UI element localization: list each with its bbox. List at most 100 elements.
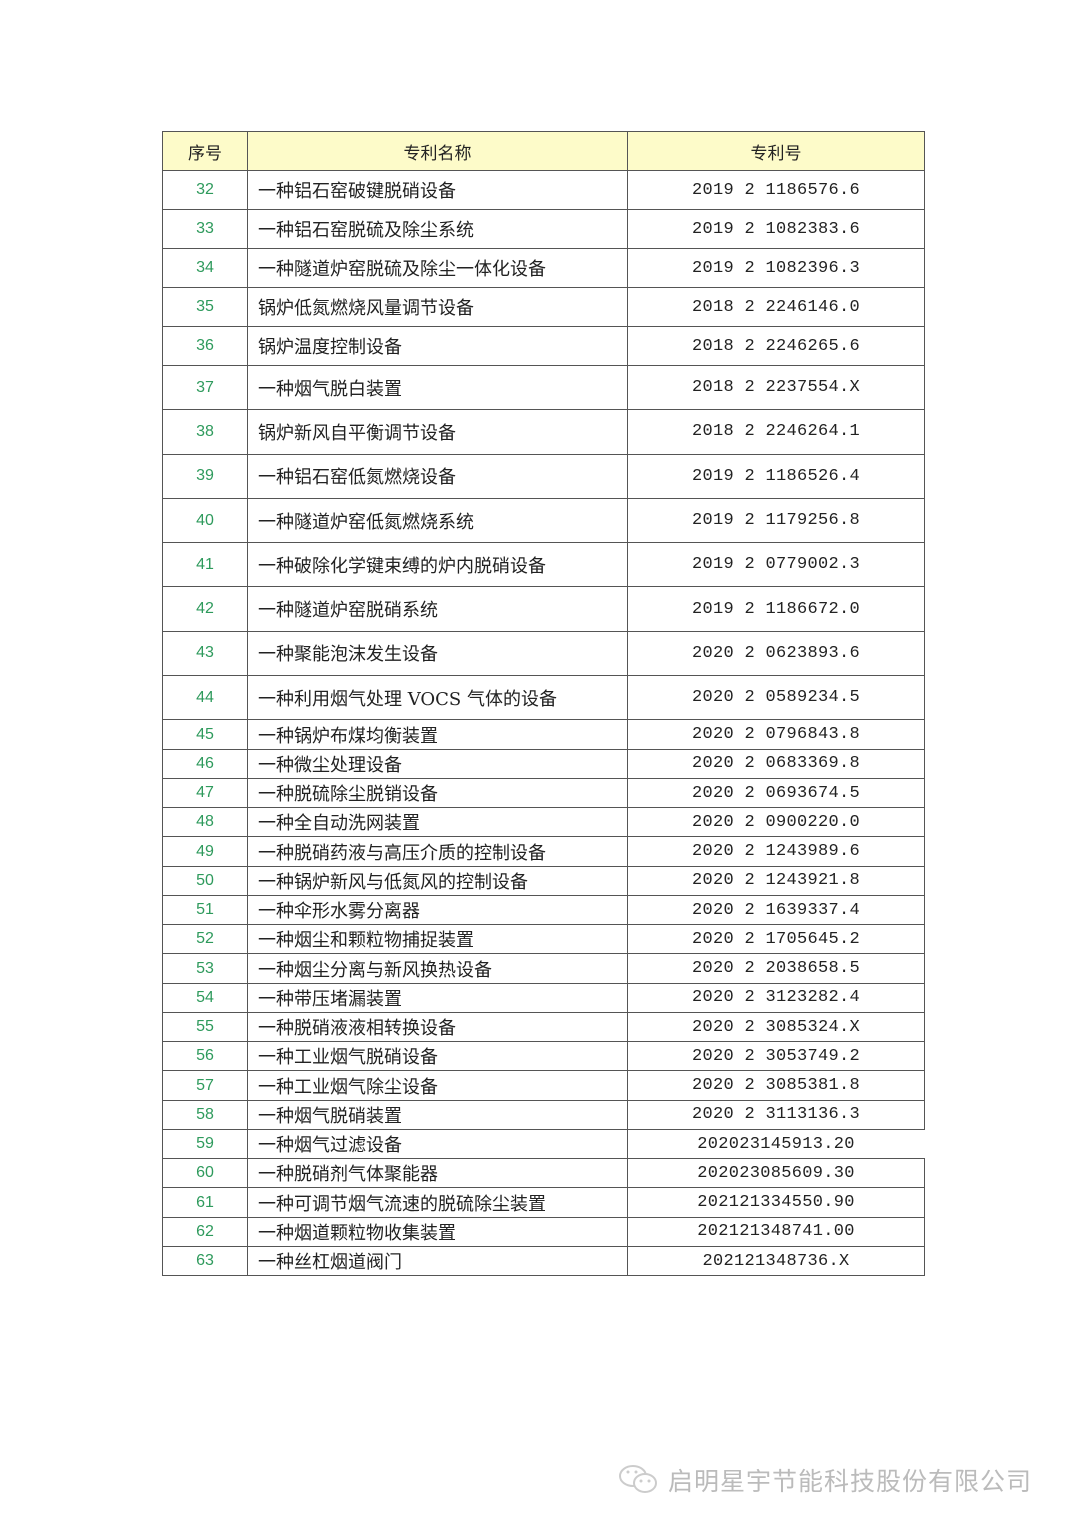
table-body: 32 一种铝石窑破键脱硝设备 2019 2 1186576.6 33 一种铝石窑脱硫及除… <box>162 170 925 1277</box>
patent-number: 2020 2 0589234.5 <box>627 675 925 721</box>
table-row: 51 一种伞形水雾分离器 2020 2 1639337.4 <box>162 894 925 926</box>
patent-name: 一种锅炉新风与低氮风的控制设备 <box>247 865 628 896</box>
patent-number: 2020 2 0900220.0 <box>627 807 925 838</box>
patent-name: 一种利用烟气处理 VOCS 气体的设备 <box>247 675 628 721</box>
patent-number: 2019 2 1082396.3 <box>627 248 925 288</box>
row-index: 48 <box>162 807 248 838</box>
table-row: 59 一种烟气过滤设备 202023145913.20 <box>162 1128 925 1160</box>
table-row: 32 一种铝石窑破键脱硝设备 2019 2 1186576.6 <box>162 170 925 210</box>
watermark: 启明星宇节能科技股份有限公司 <box>618 1462 1032 1498</box>
patent-number: 202121348741.00 <box>627 1216 925 1247</box>
table-row: 38 锅炉新风自平衡调节设备 2018 2 2246264.1 <box>162 409 925 455</box>
patent-number: 2019 2 1186576.6 <box>627 170 925 210</box>
patent-table: 序号 专利名称 专利号 32 一种铝石窑破键脱硝设备 2019 2 1186576.… <box>162 131 925 1277</box>
patent-name: 一种工业烟气除尘设备 <box>247 1070 628 1101</box>
table-header-row: 序号 专利名称 专利号 <box>162 131 925 171</box>
row-index: 49 <box>162 836 248 867</box>
patent-name: 一种工业烟气脱硝设备 <box>247 1041 628 1072</box>
row-index: 44 <box>162 675 248 721</box>
patent-name: 一种丝杠烟道阀门 <box>247 1245 628 1277</box>
header-index: 序号 <box>162 131 248 171</box>
row-index: 38 <box>162 409 248 455</box>
table-row: 46 一种微尘处理设备 2020 2 0683369.8 <box>162 748 925 779</box>
patent-number: 2018 2 2237554.X <box>627 364 925 411</box>
row-index: 33 <box>162 209 248 249</box>
patent-name: 一种烟气过滤设备 <box>247 1128 628 1160</box>
row-index: 56 <box>162 1041 248 1072</box>
patent-name: 一种隧道炉窑脱硫及除尘一体化设备 <box>247 248 628 288</box>
row-index: 39 <box>162 453 248 499</box>
patent-name: 一种脱硝药液与高压介质的控制设备 <box>247 836 628 867</box>
table-row: 63 一种丝杠烟道阀门 202121348736.X <box>162 1245 925 1277</box>
patent-number: 2019 2 1082383.6 <box>627 209 925 249</box>
patent-name: 一种微尘处理设备 <box>247 748 628 779</box>
patent-name: 锅炉新风自平衡调节设备 <box>247 409 628 455</box>
patent-number: 2020 2 1243921.8 <box>627 865 925 896</box>
row-index: 53 <box>162 953 248 984</box>
row-index: 32 <box>162 170 248 210</box>
row-index: 45 <box>162 719 248 750</box>
table-row: 56 一种工业烟气脱硝设备 2020 2 3053749.2 <box>162 1041 925 1072</box>
patent-number: 2020 2 3123282.4 <box>627 982 925 1013</box>
table-row: 39 一种铝石窑低氮燃烧设备 2019 2 1186526.4 <box>162 453 925 499</box>
table-row: 36 锅炉温度控制设备 2018 2 2246265.6 <box>162 326 925 366</box>
table-row: 58 一种烟气脱硝装置 2020 2 3113136.3 <box>162 1099 925 1130</box>
table-row: 43 一种聚能泡沫发生设备 2020 2 0623893.6 <box>162 630 925 677</box>
table-row: 61 一种可调节烟气流速的脱硫除尘装置 202121334550.90 <box>162 1187 925 1218</box>
company-name: 启明星宇节能科技股份有限公司 <box>668 1467 1033 1496</box>
row-index: 47 <box>162 777 248 809</box>
patent-name: 一种锅炉布煤均衡装置 <box>247 719 628 750</box>
row-index: 59 <box>162 1128 248 1160</box>
table-row: 35 锅炉低氮燃烧风量调节设备 2018 2 2246146.0 <box>162 287 925 327</box>
patent-name: 一种伞形水雾分离器 <box>247 894 628 926</box>
patent-number: 202023145913.20 <box>627 1128 925 1160</box>
patent-number: 2019 2 1186672.0 <box>627 586 925 632</box>
patent-name: 一种脱硝剂气体聚能器 <box>247 1158 628 1189</box>
patent-number: 202023085609.30 <box>627 1158 925 1189</box>
table-row: 60 一种脱硝剂气体聚能器 202023085609.30 <box>162 1158 925 1189</box>
patent-number: 2020 2 3053749.2 <box>627 1041 925 1072</box>
patent-number: 202121334550.90 <box>627 1187 925 1218</box>
header-patent-number: 专利号 <box>627 131 925 171</box>
row-index: 52 <box>162 924 248 955</box>
table-row: 41 一种破除化学键束缚的炉内脱硝设备 2019 2 0779002.3 <box>162 542 925 588</box>
table-row: 44 一种利用烟气处理 VOCS 气体的设备 2020 2 0589234.5 <box>162 675 925 721</box>
table-row: 42 一种隧道炉窑脱硝系统 2019 2 1186672.0 <box>162 586 925 632</box>
patent-number: 2018 2 2246265.6 <box>627 326 925 366</box>
patent-name: 一种隧道炉窑低氮燃烧系统 <box>247 497 628 544</box>
row-index: 37 <box>162 364 248 411</box>
row-index: 55 <box>162 1011 248 1043</box>
row-index: 43 <box>162 630 248 677</box>
row-index: 62 <box>162 1216 248 1247</box>
header-patent-name: 专利名称 <box>247 131 628 171</box>
table-row: 62 一种烟道颗粒物收集装置 202121348741.00 <box>162 1216 925 1247</box>
table-row: 49 一种脱硝药液与高压介质的控制设备 2020 2 1243989.6 <box>162 836 925 867</box>
patent-number: 2020 2 3085381.8 <box>627 1070 925 1101</box>
table-row: 53 一种烟尘分离与新风换热设备 2020 2 2038658.5 <box>162 953 925 984</box>
patent-number: 2019 2 1179256.8 <box>627 497 925 544</box>
table-row: 34 一种隧道炉窑脱硫及除尘一体化设备 2019 2 1082396.3 <box>162 248 925 288</box>
patent-name: 一种聚能泡沫发生设备 <box>247 630 628 677</box>
patent-name: 一种脱硫除尘脱销设备 <box>247 777 628 809</box>
patent-number: 2020 2 0623893.6 <box>627 630 925 677</box>
patent-name: 一种烟尘分离与新风换热设备 <box>247 953 628 984</box>
patent-number: 2020 2 3113136.3 <box>627 1099 925 1130</box>
patent-number: 2020 2 0683369.8 <box>627 748 925 779</box>
table-row: 33 一种铝石窑脱硫及除尘系统 2019 2 1082383.6 <box>162 209 925 249</box>
patent-name: 一种烟气脱硝装置 <box>247 1099 628 1130</box>
patent-number: 2020 2 0796843.8 <box>627 719 925 750</box>
table-row: 47 一种脱硫除尘脱销设备 2020 2 0693674.5 <box>162 777 925 809</box>
row-index: 35 <box>162 287 248 327</box>
table-row: 40 一种隧道炉窑低氮燃烧系统 2019 2 1179256.8 <box>162 497 925 544</box>
patent-number: 2020 2 2038658.5 <box>627 953 925 984</box>
row-index: 46 <box>162 748 248 779</box>
patent-name: 一种铝石窑脱硫及除尘系统 <box>247 209 628 249</box>
patent-number: 2019 2 0779002.3 <box>627 542 925 588</box>
patent-name: 锅炉低氮燃烧风量调节设备 <box>247 287 628 327</box>
row-index: 34 <box>162 248 248 288</box>
patent-number: 202121348736.X <box>627 1245 925 1277</box>
row-index: 57 <box>162 1070 248 1101</box>
patent-number: 2018 2 2246264.1 <box>627 409 925 455</box>
patent-number: 2020 2 0693674.5 <box>627 777 925 809</box>
patent-name: 一种破除化学键束缚的炉内脱硝设备 <box>247 542 628 588</box>
